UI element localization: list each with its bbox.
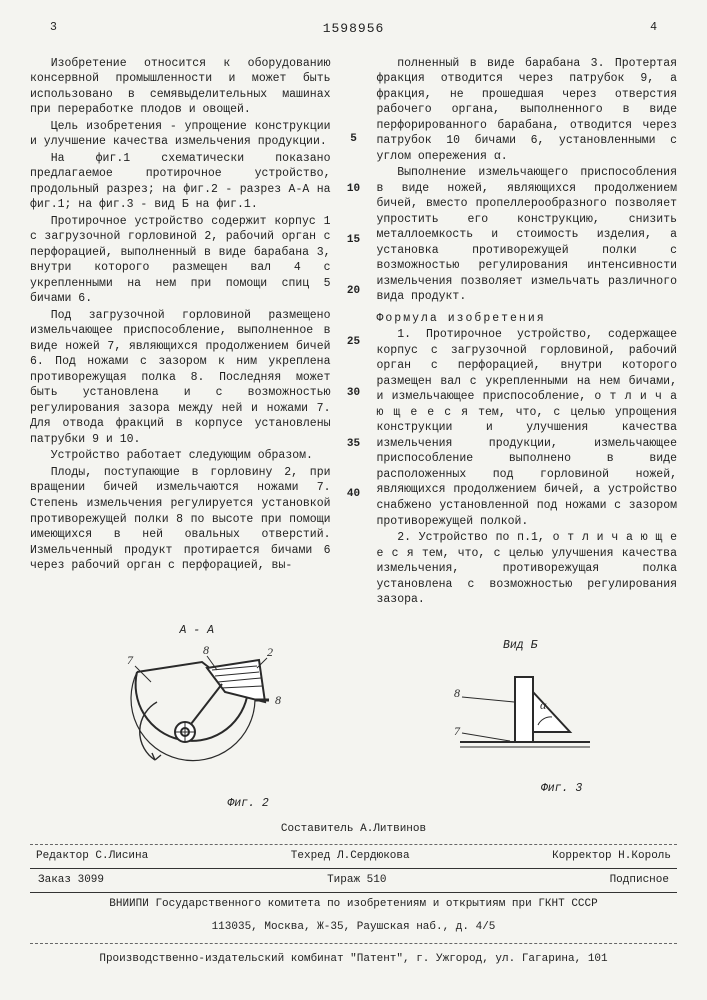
para: Под загрузочной горловиной размещено изм… (30, 308, 331, 448)
fig3-view-label: Вид Б (440, 638, 600, 654)
callout: 7 (127, 653, 134, 667)
order-row: Заказ 3099 Тираж 510 Подписное (30, 869, 677, 893)
footer-org: ВНИИПИ Государственного комитета по изоб… (30, 893, 677, 916)
corrector: Корректор Н.Король (552, 849, 671, 864)
document-number: 1598956 (30, 20, 677, 38)
right-column: полненный в виде барабана 3. Протертая ф… (377, 56, 678, 609)
para: полненный в виде барабана 3. Протертая ф… (377, 56, 678, 165)
print-run: Тираж 510 (327, 873, 386, 888)
order-number: Заказ 3099 (38, 873, 104, 888)
left-column: Изобретение относится к оборудованию кон… (30, 56, 331, 609)
callout: 8 (203, 643, 209, 657)
callout-alpha: α (540, 698, 547, 712)
para: Устройство работает следующим образом. (30, 448, 331, 464)
techred: Техред Л.Сердюкова (291, 849, 410, 864)
para: Протирочное устройство содержит корпус 1… (30, 214, 331, 307)
lineno: 15 (347, 233, 360, 248)
lineno: 5 (350, 132, 357, 147)
editor: Редактор С.Лисина (36, 849, 148, 864)
lineno: 25 (347, 335, 360, 350)
page-header: 3 1598956 4 (30, 20, 677, 38)
line-number-gutter: 5 10 15 20 25 30 35 40 (345, 56, 363, 609)
claim: 1. Протирочное устройство, содержащее ко… (377, 327, 678, 529)
para: На фиг.1 схематически показано предлагае… (30, 151, 331, 213)
para: Выполнение измельчающего приспособления … (377, 165, 678, 305)
lineno: 40 (347, 487, 360, 502)
claim: 2. Устройство по п.1, о т л и ч а ю щ е … (377, 530, 678, 608)
callout: 8 (454, 686, 460, 700)
formula-title: Формула изобретения (377, 311, 678, 327)
footer-separator (30, 943, 677, 944)
footer-address: 113035, Москва, Ж-35, Раушская наб., д. … (30, 916, 677, 939)
compiler-line: Составитель А.Литвинов (30, 822, 677, 837)
figure-2: А - А (107, 623, 287, 812)
lineno: 10 (347, 182, 360, 197)
fig2-caption: Фиг. 2 (107, 796, 287, 812)
lineno: 35 (347, 437, 360, 452)
fig2-section-label: А - А (107, 623, 287, 639)
page-num-left: 3 (50, 20, 57, 36)
para: Плоды, поступающие в горловину 2, при вр… (30, 465, 331, 574)
subscription: Подписное (610, 873, 669, 888)
callout: 7 (454, 724, 461, 738)
fig3-caption: Фиг. 3 (440, 781, 600, 797)
para: Изобретение относится к оборудованию кон… (30, 56, 331, 118)
callout: 2 (267, 645, 273, 659)
lineno: 30 (347, 386, 360, 401)
page-num-right: 4 (650, 20, 657, 36)
figures-region: А - А (30, 623, 677, 812)
lineno: 20 (347, 284, 360, 299)
fig3-svg: 8 7 α (440, 657, 600, 777)
footer-printer: Производственно-издательский комбинат "П… (30, 948, 677, 971)
two-column-body: Изобретение относится к оборудованию кон… (30, 56, 677, 609)
para: Цель изобретения - упрощение конструкции… (30, 119, 331, 150)
figure-3: Вид Б 8 7 α Фиг. 3 (440, 638, 600, 797)
callout: 8 (275, 693, 281, 707)
fig2-svg: 7 8 2 8 (107, 642, 287, 792)
editor-row: Редактор С.Лисина Техред Л.Сердюкова Кор… (30, 844, 677, 869)
